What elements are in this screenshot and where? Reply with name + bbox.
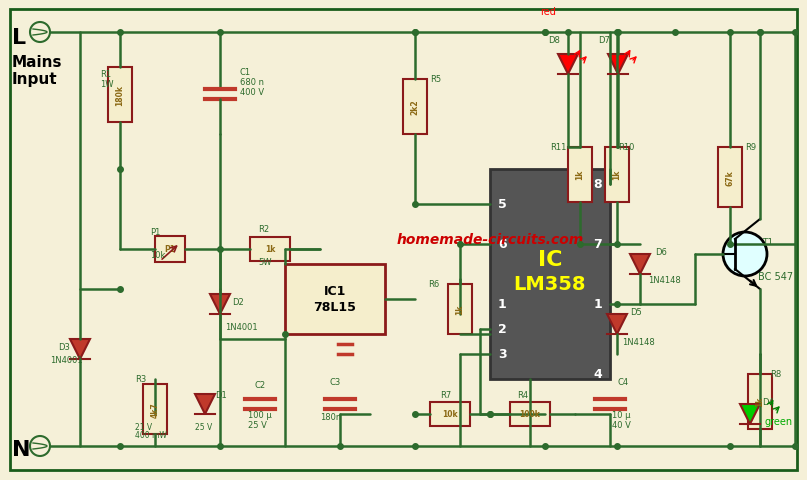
Text: R7: R7 (440, 390, 451, 399)
Text: P1: P1 (165, 245, 175, 254)
Text: Input: Input (12, 72, 57, 87)
Text: 1W: 1W (100, 80, 114, 89)
Text: R9: R9 (745, 143, 756, 152)
Text: green: green (765, 416, 793, 426)
Text: 21 V: 21 V (135, 422, 153, 431)
Text: D6: D6 (655, 248, 667, 256)
FancyBboxPatch shape (605, 148, 629, 203)
Text: L: L (12, 28, 26, 48)
Text: 4: 4 (593, 368, 602, 381)
Text: N: N (12, 439, 31, 459)
Text: 180n: 180n (320, 412, 341, 421)
Text: C1: C1 (240, 68, 251, 77)
Circle shape (723, 232, 767, 276)
Text: 25 V: 25 V (195, 422, 212, 431)
Text: 3: 3 (498, 348, 507, 361)
FancyBboxPatch shape (748, 374, 772, 429)
Text: 1: 1 (498, 298, 507, 311)
Text: BC 547: BC 547 (758, 271, 793, 281)
Text: homemade-circuits.com: homemade-circuits.com (396, 232, 583, 247)
Text: Mains: Mains (12, 55, 62, 70)
Polygon shape (210, 294, 230, 314)
Text: 1k: 1k (575, 169, 584, 180)
Text: 5: 5 (498, 198, 507, 211)
Text: IC: IC (537, 250, 562, 269)
Text: 5W: 5W (258, 257, 271, 266)
Text: D5: D5 (630, 307, 642, 316)
Text: D2: D2 (232, 298, 244, 306)
Text: 1k: 1k (455, 304, 465, 314)
Text: red: red (540, 7, 556, 17)
FancyBboxPatch shape (510, 402, 550, 426)
Text: 40 V: 40 V (612, 420, 631, 429)
Text: 7: 7 (593, 238, 602, 251)
Text: 1N4001: 1N4001 (225, 323, 257, 331)
Polygon shape (70, 339, 90, 359)
Text: C4: C4 (618, 377, 629, 386)
Polygon shape (740, 404, 760, 424)
Text: IC1: IC1 (324, 285, 346, 298)
Text: R5: R5 (430, 75, 441, 84)
Text: R2: R2 (258, 225, 269, 233)
Text: 8: 8 (593, 178, 602, 191)
Text: 10k: 10k (150, 251, 165, 260)
Text: 10 µ: 10 µ (612, 410, 630, 419)
Text: 100k: 100k (520, 409, 541, 419)
FancyBboxPatch shape (718, 148, 742, 207)
Text: D7: D7 (598, 36, 610, 45)
FancyBboxPatch shape (448, 285, 472, 334)
Text: R10: R10 (618, 143, 634, 152)
Text: 4k7: 4k7 (150, 401, 160, 417)
Text: P1: P1 (150, 228, 161, 237)
Text: 1k: 1k (755, 396, 764, 407)
FancyBboxPatch shape (285, 264, 385, 334)
FancyBboxPatch shape (155, 237, 185, 263)
Text: C2: C2 (255, 380, 266, 389)
Text: 1: 1 (593, 298, 602, 311)
Text: C3: C3 (330, 377, 341, 386)
FancyBboxPatch shape (143, 384, 167, 434)
FancyBboxPatch shape (108, 68, 132, 123)
Text: 78L15: 78L15 (314, 301, 357, 314)
Text: 1N4001: 1N4001 (50, 355, 82, 364)
Text: D3: D3 (58, 342, 70, 351)
Text: R11: R11 (550, 143, 567, 152)
Text: R3: R3 (135, 374, 146, 383)
Polygon shape (195, 394, 215, 414)
FancyBboxPatch shape (430, 402, 470, 426)
Text: 2: 2 (498, 323, 507, 336)
Text: 2k2: 2k2 (411, 99, 420, 115)
Text: R4: R4 (517, 390, 528, 399)
Text: 1k: 1k (265, 245, 275, 254)
Text: T1: T1 (762, 238, 773, 247)
Text: 400 V: 400 V (240, 88, 264, 97)
Text: D1: D1 (215, 390, 227, 399)
Text: 10k: 10k (442, 409, 458, 419)
Text: 1k: 1k (613, 169, 621, 180)
Polygon shape (607, 314, 627, 334)
Text: 100 µ: 100 µ (248, 410, 272, 419)
Text: 6: 6 (498, 238, 507, 251)
FancyBboxPatch shape (568, 148, 592, 203)
Text: R1: R1 (100, 70, 111, 79)
Text: 67k: 67k (725, 170, 734, 185)
Text: 1N4148: 1N4148 (648, 276, 681, 285)
Text: 400 mW: 400 mW (135, 430, 167, 439)
Polygon shape (630, 254, 650, 275)
Text: R8: R8 (770, 369, 781, 378)
Text: 25 V: 25 V (248, 420, 267, 429)
Text: R6: R6 (428, 279, 439, 288)
FancyBboxPatch shape (403, 80, 427, 135)
Text: LM358: LM358 (514, 275, 586, 294)
FancyBboxPatch shape (490, 169, 610, 379)
Text: 680 n: 680 n (240, 78, 264, 87)
Text: D4: D4 (762, 397, 774, 406)
Text: 1N4148: 1N4148 (622, 337, 654, 346)
Text: D8: D8 (548, 36, 560, 45)
Polygon shape (608, 55, 628, 75)
FancyBboxPatch shape (250, 238, 290, 262)
Text: 180k: 180k (115, 84, 124, 105)
Polygon shape (558, 55, 578, 75)
